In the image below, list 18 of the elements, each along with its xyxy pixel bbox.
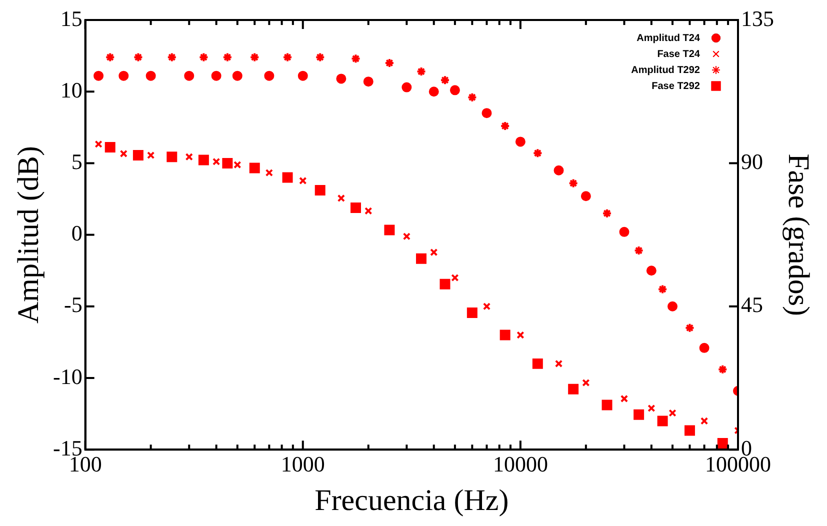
x-tick-label: 1000 <box>280 452 325 477</box>
y-tick-label: 15 <box>60 6 82 31</box>
y-tick-label: 5 <box>71 148 82 174</box>
y2-tick-label: 45 <box>741 292 763 318</box>
legend-label: Fase T292 <box>652 80 700 92</box>
y-tick-label: 0 <box>71 220 82 246</box>
y-tick-label: -5 <box>64 292 82 318</box>
legend-label: Amplitud T292 <box>631 64 700 76</box>
y2-axis-title: Fase (grados) <box>782 154 816 316</box>
legend-label: Fase T24 <box>657 48 700 60</box>
y-tick-label: -10 <box>53 364 82 389</box>
y-axis-title: Amplitud (dB) <box>12 146 45 324</box>
legend-label: Amplitud T24 <box>636 32 700 44</box>
y-tick-label: 10 <box>60 77 82 102</box>
y2-tick-label: 135 <box>741 6 774 31</box>
x-tick-label: 10000 <box>492 452 548 477</box>
x-axis-title: Frecuencia (Hz) <box>314 484 509 517</box>
y2-tick-label: 90 <box>741 148 763 174</box>
